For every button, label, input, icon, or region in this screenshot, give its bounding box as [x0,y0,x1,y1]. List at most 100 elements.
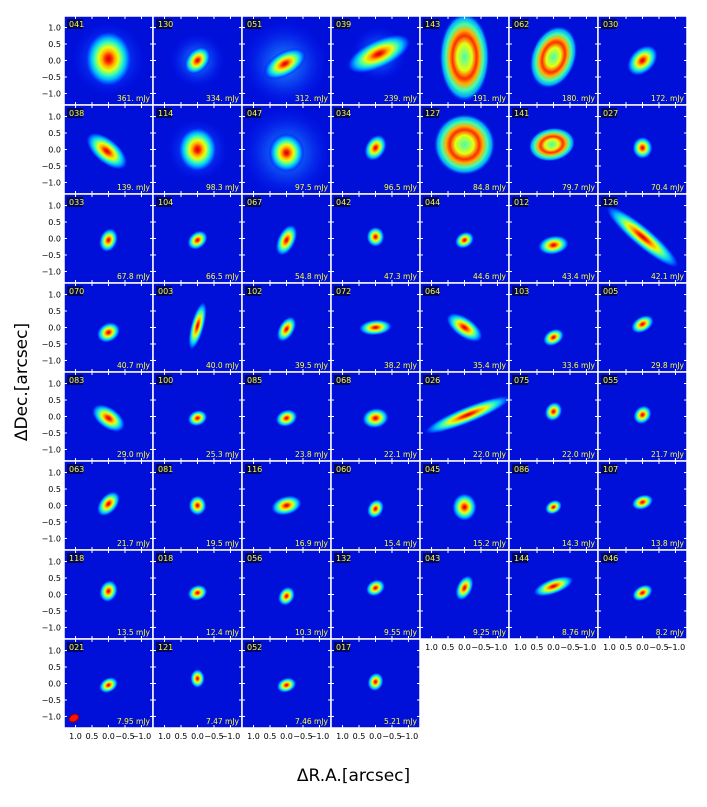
panel-id-label: 038 [69,109,84,118]
panel-034: 034 96.5 mJy [330,104,421,195]
x-tick-label: 1.0 [514,643,527,652]
y-tick-label: −1.0 [42,623,61,632]
panel-118: 118 13.5 mJy 1.0 0.5 0.0 −0.5 −1.0 [42,549,154,640]
panel-flux-label: 8.76 mJy [562,628,596,637]
panel-flux-label: 44.6 mJy [473,272,507,281]
panel-027: 027 70.4 mJy [597,104,688,195]
panel-flux-label: 312. mJy [295,94,329,103]
y-tick-label: 0.5 [48,40,61,49]
panel-id-label: 034 [336,109,351,118]
y-tick-label: −1.0 [42,267,61,276]
panel-064: 064 35.4 mJy [419,282,510,373]
x-tick-label: 0.0 [191,732,204,741]
y-tick-label: −0.5 [42,251,61,260]
panel-flux-label: 16.9 mJy [295,539,329,548]
disk-emission [187,410,208,427]
panel-126: 126 42.1 mJy [597,193,688,284]
panel-107: 107 13.8 mJy [597,460,688,551]
disk-emission [633,405,652,425]
x-tick-label: 0.0 [369,732,382,741]
y-tick-label: 1.0 [48,291,61,300]
disk-emission [543,328,564,347]
panel-id-label: 114 [158,109,173,118]
x-tick-label: 0.5 [86,732,99,741]
panel-flux-label: 7.47 mJy [206,717,240,726]
panel-flux-label: 47.3 mJy [384,272,418,281]
panel-flux-label: 8.2 mJy [656,628,685,637]
disk-emission [455,575,474,601]
disk-emission [96,322,121,343]
x-tick-label: −1.0 [399,732,418,741]
panel-068: 068 22.1 mJy [330,371,421,462]
panel-flux-label: 15.4 mJy [384,539,418,548]
disk-emission [537,235,570,255]
y-tick-label: 1.0 [48,558,61,567]
panel-flux-label: 38.2 mJy [384,361,418,370]
panel-id-label: 067 [247,198,262,207]
panel-043: 043 9.25 mJy 1.0 0.5 0.0 −0.5−1.0 [419,549,510,652]
panel-041: 041 361. mJy 1.0 0.5 0.0 −0.5 −1.0 [42,15,154,106]
panel-063: 063 21.7 mJy 1.0 0.5 0.0 −0.5 −1.0 [42,460,154,551]
panel-id-label: 055 [603,376,618,385]
panel-flux-label: 42.1 mJy [651,272,685,281]
panel-003: 003 40.0 mJy [152,282,243,373]
panel-id-label: 121 [158,643,173,652]
panel-flux-label: 7.95 mJy [117,717,151,726]
y-tick-label: 0.5 [48,307,61,316]
y-tick-label: 0.0 [48,146,61,155]
panel-046: 046 8.2 mJy 1.0 0.5 0.0 −0.5−1.0 [597,549,688,652]
disk-emission [84,30,133,87]
disk-emission [365,579,386,597]
disk-emission [275,409,298,427]
panel-143: 143 191. mJy [419,15,510,106]
panel-flux-label: 22.0 mJy [562,450,596,459]
panel-id-label: 063 [69,465,84,474]
x-tick-label: 1.0 [425,643,438,652]
disk-emission [276,316,297,342]
x-tick-label: −1.0 [132,732,151,741]
panel-026: 026 22.0 mJy [419,371,510,462]
panel-141: 141 79.7 mJy [508,104,599,195]
panel-id-label: 005 [603,287,618,296]
panel-id-label: 100 [158,376,173,385]
panel-id-label: 102 [247,287,262,296]
x-tick-label: −1.0 [221,732,240,741]
disk-emission [605,205,680,269]
x-tick-label: −0.5 [204,732,223,741]
panel-103: 103 33.6 mJy [508,282,599,373]
panel-086: 086 14.3 mJy [508,460,599,551]
x-tick-label: −0.5 [382,732,401,741]
panel-047: 047 97.5 mJy [241,104,332,195]
panel-083: 083 29.0 mJy 1.0 0.5 0.0 −0.5 −1.0 [42,371,154,462]
disk-emission [367,672,384,692]
panel-flux-label: 7.46 mJy [295,717,329,726]
disk-emission [184,46,211,75]
x-tick-label: −0.5 [560,643,579,652]
panel-flux-label: 23.8 mJy [295,450,329,459]
panel-id-label: 046 [603,554,618,563]
x-tick-label: 0.0 [102,732,115,741]
panel-114: 114 98.3 mJy [152,104,243,195]
y-tick-label: 0.0 [48,502,61,511]
panel-flux-label: 19.5 mJy [206,539,240,548]
y-tick-label: 1.0 [48,202,61,211]
panel-id-label: 003 [158,287,173,296]
disk-emission [454,231,475,249]
panel-102: 102 39.5 mJy [241,282,332,373]
x-tick-label: 1.0 [603,643,616,652]
x-tick-label: 1.0 [336,732,349,741]
panel-flux-label: 21.7 mJy [651,450,685,459]
y-tick-label: 0.5 [48,663,61,672]
panel-flux-label: 66.5 mJy [206,272,240,281]
y-tick-label: −1.0 [42,89,61,98]
disk-emission [91,404,126,433]
panel-id-label: 130 [158,20,173,29]
y-tick-label: −1.0 [42,356,61,365]
panel-id-label: 083 [69,376,84,385]
disk-emission [271,495,302,516]
y-tick-label: 0.5 [48,218,61,227]
disk-emission [99,677,118,694]
panel-flux-label: 25.3 mJy [206,450,240,459]
panel-flux-label: 9.55 mJy [384,628,418,637]
panel-flux-label: 139. mJy [117,183,151,192]
